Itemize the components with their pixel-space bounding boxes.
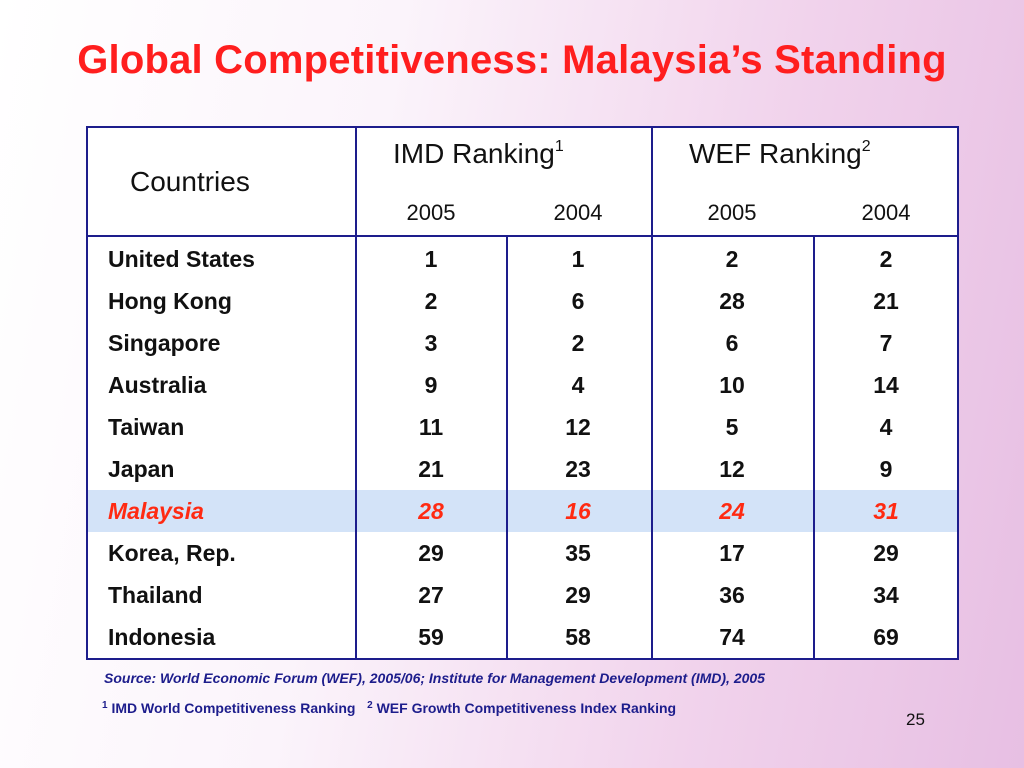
table-row: Japan 21 23 12 9	[88, 448, 957, 490]
wef-year-divider	[813, 236, 815, 658]
imd-2005-cell: 59	[418, 624, 444, 650]
table-row: Hong Kong 2 6 28 21	[88, 280, 957, 322]
page-number: 25	[906, 710, 925, 729]
imd-2005-cell: 28	[418, 498, 444, 524]
countries-header: Countries	[130, 166, 250, 197]
imd-year-2004: 2004	[553, 200, 603, 225]
table-row: Korea, Rep. 29 35 17 29	[88, 532, 957, 574]
table-row: United States 1 1 2 2	[88, 238, 957, 280]
imd-2004-cell: 29	[565, 582, 591, 608]
imd-2004-cell: 2	[571, 330, 585, 356]
wef-2004-cell: 29	[873, 540, 899, 566]
wef-ranking-header: WEF Ranking2	[689, 138, 871, 169]
imd-ranking-header: IMD Ranking1	[393, 138, 564, 169]
wef-2004-cell: 9	[879, 456, 893, 482]
wef-2005-cell: 5	[725, 414, 739, 440]
table-row: Singapore 3 2 6 7	[88, 322, 957, 364]
wef-year-2004: 2004	[861, 200, 911, 225]
imd-2005-cell: 29	[418, 540, 444, 566]
group-divider	[651, 128, 653, 658]
imd-year-divider	[506, 236, 508, 658]
imd-2004-cell: 1	[571, 246, 585, 272]
wef-2004-cell: 7	[879, 330, 893, 356]
wef-2005-cell: 36	[719, 582, 745, 608]
country-cell: Korea, Rep.	[108, 540, 236, 566]
wef-2005-cell: 17	[719, 540, 745, 566]
footnotes: 1 IMD World Competitiveness Ranking 2 WE…	[102, 700, 677, 716]
wef-2004-cell: 21	[873, 288, 899, 314]
imd-2004-cell: 23	[565, 456, 591, 482]
imd-2005-cell: 1	[424, 246, 438, 272]
wef-2005-cell: 24	[719, 498, 745, 524]
countries-divider	[355, 128, 357, 658]
wef-2005-cell: 28	[719, 288, 745, 314]
wef-2004-cell: 69	[873, 624, 899, 650]
slide-title: Global Competitiveness: Malaysia’s Stand…	[77, 38, 947, 82]
imd-2005-cell: 2	[424, 288, 438, 314]
table-row: Malaysia 28 16 24 31	[88, 490, 957, 532]
country-cell: Malaysia	[108, 498, 204, 524]
imd-2004-cell: 16	[565, 498, 591, 524]
imd-2004-cell: 35	[565, 540, 591, 566]
table-row: Taiwan 11 12 5 4	[88, 406, 957, 448]
imd-2005-cell: 21	[418, 456, 444, 482]
source-note: Source: World Economic Forum (WEF), 2005…	[104, 670, 765, 686]
highlight-row-background	[88, 490, 957, 532]
country-cell: Indonesia	[108, 624, 216, 650]
wef-2005-cell: 74	[719, 624, 745, 650]
country-cell: United States	[108, 246, 255, 272]
wef-2004-cell: 34	[873, 582, 899, 608]
wef-2005-cell: 2	[725, 246, 739, 272]
wef-2004-cell: 2	[879, 246, 893, 272]
table-row: Indonesia 59 58 74 69	[88, 616, 957, 658]
wef-2004-cell: 31	[873, 498, 899, 524]
imd-2004-cell: 6	[571, 288, 585, 314]
country-cell: Taiwan	[108, 414, 185, 440]
country-cell: Australia	[108, 372, 207, 398]
table-row: Thailand 27 29 36 34	[88, 574, 957, 616]
imd-2004-cell: 4	[571, 372, 585, 398]
wef-year-2005: 2005	[707, 200, 757, 225]
imd-2004-cell: 12	[565, 414, 591, 440]
table-row: Australia 9 4 10 14	[88, 364, 957, 406]
imd-2005-cell: 9	[424, 372, 438, 398]
imd-2005-cell: 3	[424, 330, 438, 356]
imd-2005-cell: 27	[418, 582, 444, 608]
country-cell: Japan	[108, 456, 175, 482]
imd-2004-cell: 58	[565, 624, 591, 650]
wef-2005-cell: 6	[725, 330, 739, 356]
header-divider	[88, 235, 957, 237]
country-cell: Thailand	[108, 582, 203, 608]
country-cell: Singapore	[108, 330, 221, 356]
ranking-table: Countries IMD Ranking1 WEF Ranking2 2005…	[86, 126, 959, 660]
wef-2004-cell: 14	[873, 372, 899, 398]
wef-2005-cell: 12	[719, 456, 745, 482]
imd-2005-cell: 11	[418, 414, 444, 440]
wef-2004-cell: 4	[879, 414, 893, 440]
imd-year-2005: 2005	[406, 200, 456, 225]
country-cell: Hong Kong	[108, 288, 232, 314]
wef-2005-cell: 10	[719, 372, 745, 398]
